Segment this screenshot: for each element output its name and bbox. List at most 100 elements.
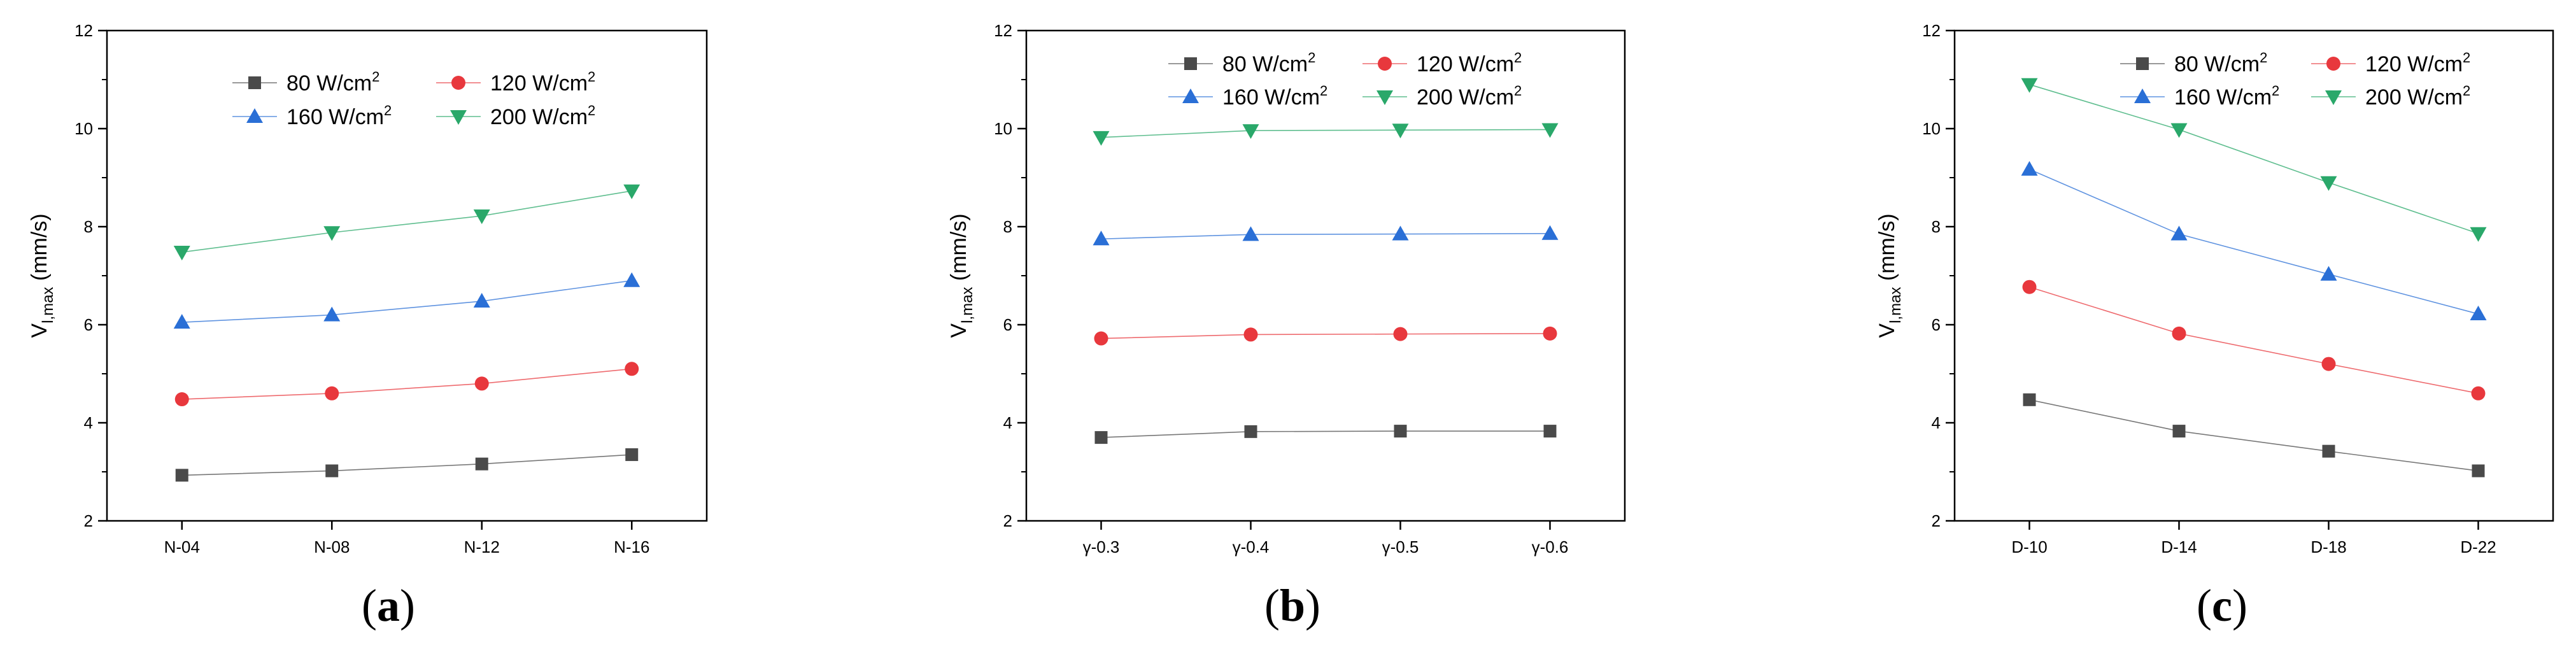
legend-swatch-marker [246, 108, 263, 123]
data-point [1543, 326, 1557, 341]
y-axis-label-sub: l,max [1887, 287, 1904, 323]
series-line [1101, 129, 1550, 138]
legend-label-name: 160 W/cm [287, 105, 384, 129]
y-tick-label: 12 [74, 21, 93, 40]
data-point [1093, 131, 1110, 146]
plot-frame [1025, 29, 1626, 522]
legend-swatch-marker [1378, 57, 1392, 71]
series-1 [174, 362, 639, 407]
data-point [473, 293, 490, 308]
y-axis-label: Vl,max (mm/s) [27, 213, 57, 337]
data-point [2320, 266, 2337, 281]
legend-label: 80 W/cm2 [1222, 50, 1315, 76]
plot-frame [106, 29, 708, 522]
legend-label: 160 W/cm2 [2174, 83, 2279, 110]
series-2 [1093, 225, 1559, 246]
panel-label: (a) [362, 580, 415, 631]
x-tick-label: D-10 [2011, 537, 2047, 556]
x-tick-label: γ-0.3 [1083, 537, 1120, 556]
legend-swatch-marker [1184, 57, 1197, 70]
legend-swatch-marker [1376, 90, 1393, 105]
series-line [2029, 286, 2479, 394]
legend-swatch-marker [2136, 57, 2149, 70]
y-tick-label: 12 [994, 21, 1012, 40]
series-line [1101, 333, 1550, 339]
data-point [1392, 225, 1409, 241]
data-point [623, 184, 640, 199]
y-axis-label-unit: (mm/s) [1875, 213, 1899, 287]
data-point [474, 376, 489, 391]
x-tick-label: N-08 [314, 537, 350, 556]
series-line [181, 280, 632, 323]
data-point [1094, 331, 1108, 346]
data-point [2320, 176, 2337, 191]
series-3 [173, 184, 640, 261]
x-tick-label: D-22 [2460, 537, 2496, 556]
y-tick-label: 2 [1932, 511, 1941, 530]
panel-label-letter: b [1280, 580, 1305, 631]
y-tick-label: 2 [1003, 511, 1012, 530]
data-point [2470, 227, 2487, 242]
y-axis-label: Vl,max (mm/s) [947, 213, 976, 337]
series-line [1101, 430, 1550, 438]
legend-label-sup: 2 [372, 69, 379, 85]
y-tick-label: 12 [1922, 21, 1941, 40]
data-point [175, 469, 188, 482]
legend-label: 160 W/cm2 [287, 103, 392, 129]
data-point [173, 314, 190, 329]
y-tick-label: 6 [84, 315, 93, 334]
series-line [181, 454, 632, 476]
data-point [2021, 78, 2038, 93]
x-tick-label: γ-0.4 [1233, 537, 1270, 556]
data-point [2023, 393, 2036, 406]
legend-label-sup: 2 [2272, 83, 2279, 99]
data-point [325, 464, 339, 478]
panel-label-open: ( [1264, 580, 1280, 631]
series-2 [173, 272, 640, 329]
data-point [323, 306, 341, 322]
panel-label: (c) [2197, 580, 2247, 631]
y-axis-label-unit: (mm/s) [947, 213, 971, 287]
data-point [1392, 124, 1409, 139]
data-point [325, 386, 339, 400]
x-tick-label: D-18 [2311, 537, 2346, 556]
data-point [1244, 425, 1257, 438]
legend-label-sup: 2 [588, 69, 595, 85]
data-point [623, 272, 640, 287]
data-point [1543, 425, 1557, 438]
series-line [2029, 83, 2479, 234]
y-axis-label-base: V [27, 323, 52, 338]
legend-label-name: 80 W/cm [1222, 52, 1308, 76]
panel-label-open: ( [2197, 580, 2212, 631]
data-point [174, 392, 189, 407]
legend-label: 120 W/cm2 [490, 69, 595, 96]
data-point [2321, 357, 2336, 371]
data-point [2322, 444, 2335, 458]
legend-swatch-marker [450, 110, 467, 125]
legend-swatch-marker [2134, 89, 2151, 103]
legend-label-sup: 2 [1514, 50, 1522, 66]
legend-label: 120 W/cm2 [2365, 50, 2470, 76]
panel-label-letter: c [2212, 580, 2232, 631]
panel-label-open: ( [362, 580, 377, 631]
data-point [2170, 123, 2188, 138]
legend-label-name: 160 W/cm [1222, 85, 1320, 110]
y-tick-label: 8 [84, 217, 93, 236]
y-axis-label-base: V [947, 323, 971, 338]
chart-panel-b: 2 4 6 8 10 12 γ-0.3 γ-0.4 γ-0.5 γ-0.6 Vl,max (mm/s… [947, 21, 1626, 631]
panel-label-close: ) [1305, 580, 1320, 631]
data-point [173, 246, 190, 261]
legend-label-name: 200 W/cm [490, 105, 588, 129]
data-point [1242, 226, 1259, 241]
series-0 [175, 448, 639, 482]
data-point [1094, 431, 1108, 444]
series-0 [2023, 393, 2485, 478]
legend-label-name: 80 W/cm [2174, 52, 2260, 76]
legend-label: 120 W/cm2 [1417, 50, 1522, 76]
data-point [2471, 386, 2486, 400]
x-tick-label: γ-0.6 [1532, 537, 1569, 556]
y-axis-label-sub: l,max [959, 287, 976, 323]
legend-label: 160 W/cm2 [1222, 83, 1327, 110]
